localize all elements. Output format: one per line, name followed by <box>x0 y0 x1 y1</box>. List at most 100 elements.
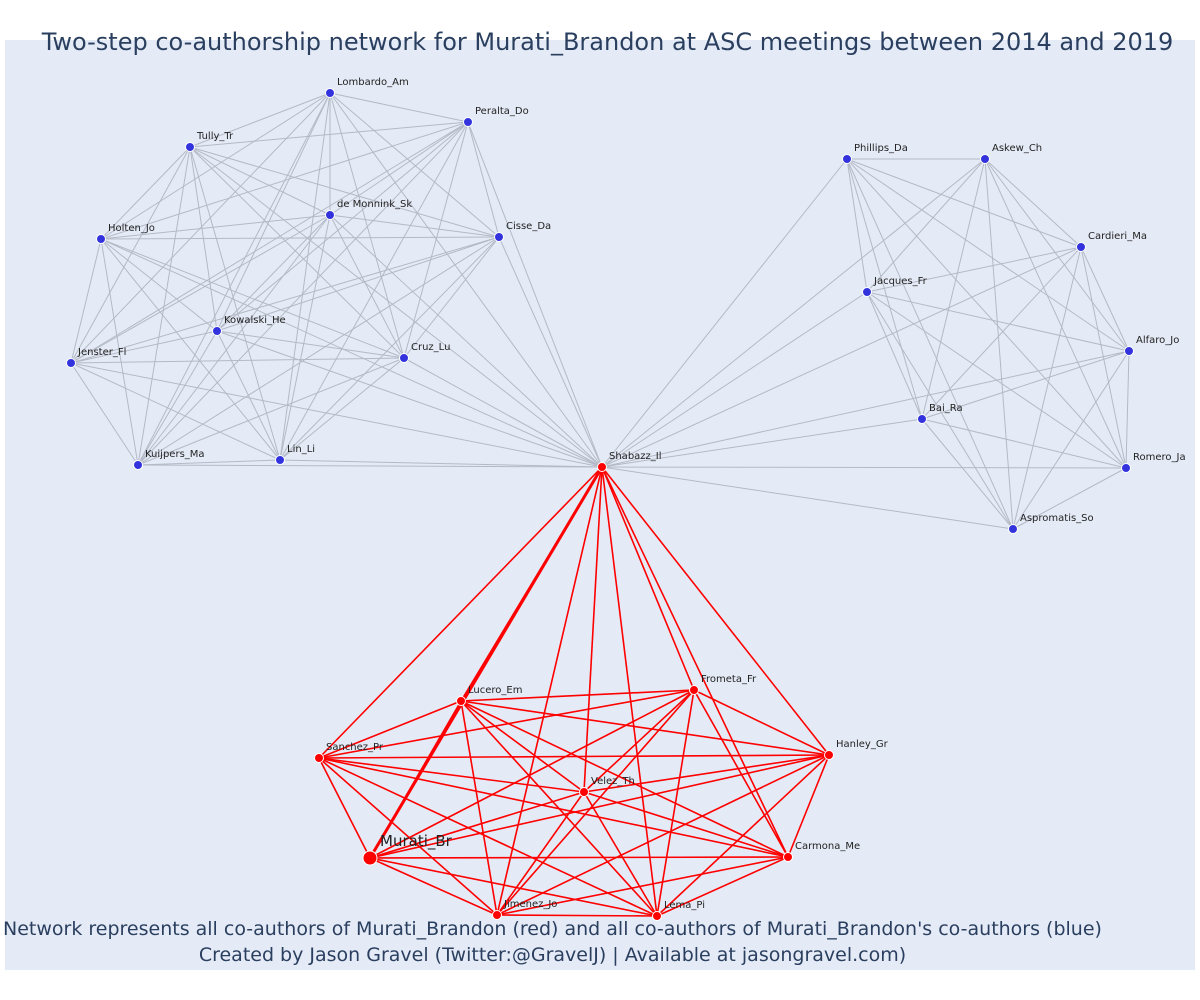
red-edge <box>496 754 830 916</box>
node-kowalski-he[interactable] <box>212 326 222 336</box>
red-edge <box>318 689 695 759</box>
node-jimenez-jo[interactable] <box>492 910 502 920</box>
red-edge <box>583 754 830 793</box>
node-romero-ja[interactable] <box>1121 463 1131 473</box>
gray-edge <box>601 291 868 468</box>
node-lombardo-am[interactable] <box>325 88 335 98</box>
node-peralta-do[interactable] <box>463 117 473 127</box>
gray-edge <box>601 158 848 468</box>
gray-edge <box>70 362 281 461</box>
node-phillips-da[interactable] <box>842 154 852 164</box>
node-lucero-em[interactable] <box>456 696 466 706</box>
red-edge <box>496 914 658 917</box>
gray-edge <box>921 158 986 420</box>
gray-edge <box>846 158 1082 248</box>
node-label-aspromatis-so: Aspromatis_So <box>1020 513 1094 524</box>
gray-edge <box>866 291 1130 352</box>
red-edge <box>583 466 603 793</box>
red-edge <box>460 700 498 916</box>
node-lema-pi[interactable] <box>652 911 662 921</box>
node-jenster-fl[interactable] <box>66 358 76 368</box>
node-bai-ra[interactable] <box>917 414 927 424</box>
node-labels: Murati_Br Shabazz_Il Lucero_Em Frometa_Fr Sa… <box>77 77 1186 911</box>
gray-edge <box>846 158 1127 469</box>
node-kuijpers-ma[interactable] <box>133 460 143 470</box>
red-edge <box>318 466 603 759</box>
node-label-hanley-gr: Hanley_Gr <box>836 739 889 750</box>
gray-edge <box>189 146 218 332</box>
gray-edge <box>1080 246 1127 469</box>
gray-edge <box>467 121 500 238</box>
gray-edge <box>866 246 1082 293</box>
gray-edge <box>984 158 1082 248</box>
gray-edge <box>100 238 603 468</box>
gray-edge <box>921 418 1014 530</box>
gray-edge <box>329 92 603 468</box>
node-tully-tr[interactable] <box>185 142 195 152</box>
node-shabazz-il[interactable] <box>597 462 607 472</box>
red-edge <box>496 856 789 916</box>
gray-edge <box>601 246 1082 468</box>
gray-edge <box>601 350 1130 468</box>
gray-edge <box>921 246 1082 420</box>
node-holten-jo[interactable] <box>96 234 106 244</box>
gray-edge <box>1080 246 1130 352</box>
node-lin-li[interactable] <box>275 455 285 465</box>
gray-edge <box>329 214 405 359</box>
red-edge <box>318 757 585 793</box>
gray-edge <box>403 236 500 359</box>
red-edge <box>369 856 789 859</box>
node-velez-th[interactable] <box>579 787 589 797</box>
gray-edge <box>403 121 469 359</box>
gray-edge <box>137 121 469 466</box>
node-hanley-gr[interactable] <box>824 750 834 760</box>
red-edge <box>583 791 658 917</box>
blue-edges <box>70 92 1130 530</box>
gray-edge <box>1125 350 1130 469</box>
gray-edge <box>498 236 603 468</box>
red-edge <box>583 689 695 793</box>
gray-edge <box>279 92 331 461</box>
gray-edge <box>279 236 500 461</box>
node-de-monnink-sk[interactable] <box>325 210 335 220</box>
gray-edge <box>329 214 500 238</box>
node-cruz-lu[interactable] <box>399 353 409 363</box>
node-sanchez-pr[interactable] <box>314 753 324 763</box>
node-jacques-fr[interactable] <box>862 287 872 297</box>
red-edge <box>318 757 658 917</box>
gray-edge <box>866 158 986 293</box>
gray-edge <box>100 238 218 332</box>
node-label-phillips-da: Phillips_Da <box>854 143 908 154</box>
nodes <box>66 88 1134 921</box>
red-edge <box>693 689 830 756</box>
node-alfaro-jo[interactable] <box>1124 346 1134 356</box>
node-aspromatis-so[interactable] <box>1008 524 1018 534</box>
red-edge <box>656 754 830 917</box>
gray-edge <box>279 121 469 461</box>
gray-edge <box>137 357 405 466</box>
gray-edge <box>984 158 1127 469</box>
red-edge <box>460 689 695 702</box>
node-cisse-da[interactable] <box>494 232 504 242</box>
red-edge <box>583 791 789 858</box>
gray-edge <box>137 146 191 466</box>
gray-edge <box>189 121 469 148</box>
gray-edge <box>403 357 603 468</box>
node-frometa-fr[interactable] <box>689 685 699 695</box>
red-edge <box>601 466 830 756</box>
gray-edge <box>70 362 603 468</box>
red-edge <box>656 856 789 917</box>
footer-description: Network represents all co-authors of Mur… <box>3 918 1102 940</box>
gray-edge <box>921 418 1127 469</box>
node-cardieri-ma[interactable] <box>1076 242 1086 252</box>
gray-edge <box>1012 350 1130 530</box>
red-edge <box>496 689 695 916</box>
gray-edge <box>100 236 500 240</box>
node-carmona-me[interactable] <box>783 852 793 862</box>
node-askew-ch[interactable] <box>980 154 990 164</box>
gray-edge <box>137 236 500 466</box>
gray-edge <box>866 291 1014 530</box>
red-edge <box>369 791 585 859</box>
node-murati-br[interactable] <box>362 850 378 866</box>
